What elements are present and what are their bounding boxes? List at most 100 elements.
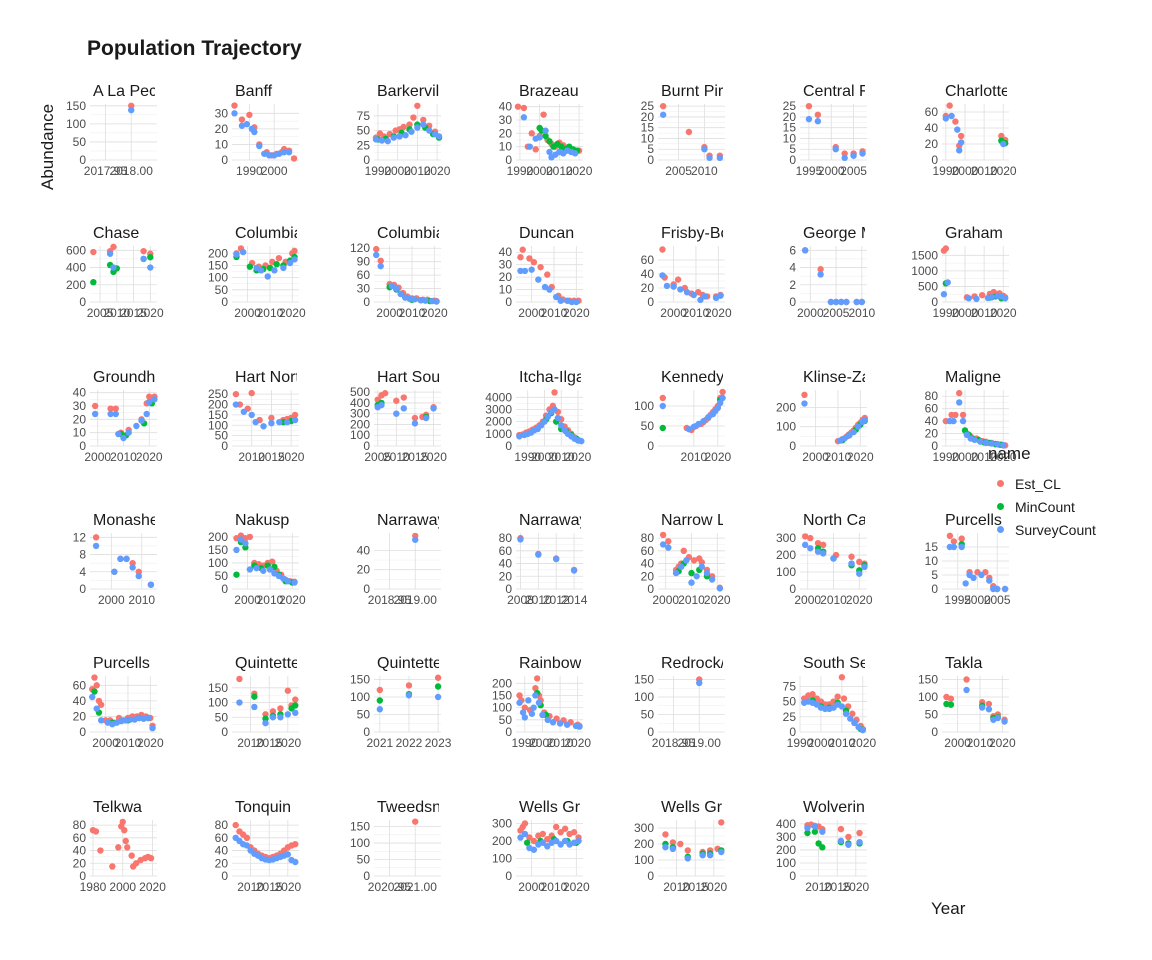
x-tick-label: 2022	[396, 736, 423, 750]
point-surveycount	[434, 693, 442, 701]
point-surveycount	[112, 410, 119, 418]
x-tick-label: 2010	[404, 164, 431, 178]
y-tick-label: 400	[66, 261, 86, 275]
point-est-cl	[998, 132, 1005, 140]
point-surveycount	[717, 292, 724, 299]
facet-panel: North Ca 0 100 200 300 2000 2010 2020	[776, 512, 873, 607]
y-tick-label: 200	[350, 417, 370, 431]
y-tick-label: 100	[634, 853, 654, 867]
point-est-cl	[284, 687, 292, 694]
x-tick-label: 2000	[234, 306, 261, 320]
point-surveycount	[988, 440, 995, 447]
point-surveycount	[685, 426, 693, 433]
point-est-cl	[90, 248, 97, 256]
legend-item-surveycount: SurveyCount	[988, 518, 1096, 541]
x-tick-label: 2018.95	[368, 593, 412, 607]
point-surveycount	[266, 566, 274, 573]
x-tick-label: 1990	[932, 306, 959, 320]
point-est-cl	[718, 819, 725, 826]
x-tick-label: 2014	[561, 593, 588, 607]
x-tick-label: 2023	[425, 736, 452, 750]
point-est-cl	[107, 405, 114, 412]
point-est-cl	[544, 271, 551, 278]
point-surveycount	[291, 579, 298, 586]
point-surveycount	[573, 298, 580, 306]
point-est-cl	[532, 146, 539, 153]
point-surveycount	[563, 721, 571, 728]
point-est-cl	[400, 123, 407, 131]
x-tick-label: 2010	[547, 736, 574, 750]
point-est-cl	[292, 840, 299, 848]
point-surveycount	[151, 396, 158, 403]
x-tick-label: 2020	[274, 736, 301, 750]
point-surveycount	[1001, 718, 1008, 725]
y-tick-label: 80	[641, 531, 655, 545]
point-surveycount	[977, 438, 984, 445]
point-surveycount	[853, 298, 860, 306]
x-tick-label: 2021.00	[394, 880, 438, 894]
x-tick-label: 2000	[518, 880, 545, 894]
y-tick-label: 60	[357, 268, 371, 282]
point-surveycount	[677, 563, 685, 570]
y-tick-label: 150	[350, 820, 370, 834]
point-surveycount	[435, 133, 443, 140]
point-surveycount	[264, 273, 271, 280]
point-surveycount	[147, 264, 154, 271]
point-est-cl	[119, 818, 126, 826]
point-surveycount	[817, 271, 824, 278]
point-est-cl	[520, 104, 528, 112]
point-surveycount	[669, 845, 677, 852]
x-tick-label: 2018.95	[652, 736, 696, 750]
point-est-cl	[292, 696, 299, 703]
point-surveycount	[256, 142, 263, 150]
y-tick-label: 60	[215, 831, 229, 845]
point-surveycount	[959, 417, 967, 425]
x-tick-label: 2008	[507, 593, 534, 607]
facet-title: Central F	[803, 83, 869, 100]
x-tick-label: 2020	[564, 736, 591, 750]
point-est-cl	[110, 243, 117, 251]
x-tick-label: 2000	[84, 450, 111, 464]
point-surveycount	[277, 714, 284, 721]
x-tick-label: 2015	[256, 736, 283, 750]
point-surveycount	[140, 255, 147, 263]
y-tick-label: 0	[221, 869, 228, 883]
point-surveycount	[378, 137, 386, 144]
point-surveycount	[408, 128, 415, 135]
point-surveycount	[554, 414, 562, 422]
y-tick-label: 200	[492, 676, 512, 690]
y-tick-label: 100	[492, 701, 512, 715]
point-surveycount	[956, 399, 963, 406]
x-tick-label: 2000	[818, 164, 845, 178]
point-surveycount	[532, 692, 539, 699]
y-tick-label: 400	[776, 817, 796, 831]
point-surveycount	[146, 398, 153, 406]
y-tick-label: 0	[221, 439, 228, 453]
point-est-cl	[269, 558, 276, 565]
point-est-cl	[662, 831, 669, 838]
y-tick-label: 150	[208, 681, 228, 695]
y-tick-label: 0	[363, 725, 370, 739]
y-tick-label: 0	[363, 153, 370, 167]
facet-panel: Monashe 0 4 8 12 2000 2010	[73, 512, 157, 607]
y-tick-label: 0	[647, 582, 654, 596]
y-tick-label: 0	[931, 439, 938, 453]
point-est-cl	[956, 389, 963, 397]
x-tick-label: 2010	[678, 593, 705, 607]
point-surveycount	[948, 112, 955, 120]
x-tick-label: 1980	[80, 880, 107, 894]
point-mincount	[376, 697, 384, 704]
y-tick-label: 20	[641, 110, 655, 124]
facet-title: Wells Gr	[519, 799, 581, 816]
y-tick-label: 0	[221, 295, 228, 309]
y-tick-label: 20	[73, 709, 87, 723]
point-mincount	[251, 693, 258, 700]
y-tick-label: 150	[208, 408, 228, 422]
point-surveycount	[701, 293, 709, 300]
point-est-cl	[537, 263, 544, 271]
point-est-cl	[856, 829, 863, 837]
x-tick-label: 2010	[128, 593, 155, 607]
y-tick-label: 5	[789, 142, 796, 156]
